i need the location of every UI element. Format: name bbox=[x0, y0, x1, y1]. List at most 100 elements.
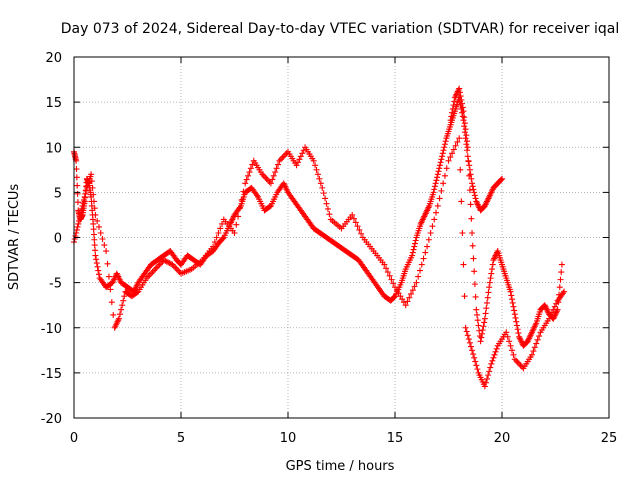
data-point-interp bbox=[473, 362, 480, 369]
data-point-interp bbox=[107, 286, 114, 293]
data-point-interp bbox=[449, 105, 456, 112]
data-point-interp bbox=[475, 322, 482, 329]
data-point-interp bbox=[265, 177, 272, 184]
data-point-interp bbox=[449, 150, 456, 157]
data-point-interp bbox=[245, 172, 252, 179]
data-point-interp bbox=[480, 323, 487, 330]
data-point-interp bbox=[450, 102, 457, 109]
data-point-interp bbox=[400, 299, 407, 306]
data-point-interp bbox=[449, 109, 456, 116]
data-point bbox=[486, 284, 493, 291]
data-point bbox=[276, 157, 283, 164]
data-point-interp bbox=[282, 151, 289, 158]
data-point bbox=[469, 347, 476, 354]
data-point bbox=[469, 229, 476, 236]
data-point-interp bbox=[471, 281, 478, 288]
data-point-interp bbox=[478, 334, 485, 341]
data-point bbox=[511, 356, 518, 363]
data-point-interp bbox=[460, 261, 467, 268]
data-point bbox=[402, 302, 409, 309]
data-point-interp bbox=[172, 264, 179, 271]
data-point-interp bbox=[462, 126, 469, 133]
data-point-interp bbox=[558, 269, 565, 276]
data-point-interp bbox=[78, 208, 85, 215]
data-point-interp bbox=[108, 299, 115, 306]
y-tick-label: 0 bbox=[54, 232, 62, 247]
data-point-interp bbox=[280, 153, 287, 160]
data-point-interp bbox=[358, 230, 365, 237]
data-point-interp bbox=[314, 171, 321, 178]
data-point-interp bbox=[431, 216, 438, 223]
data-point-interp bbox=[441, 141, 448, 148]
data-point-interp bbox=[442, 138, 449, 145]
data-point-interp bbox=[514, 359, 521, 366]
data-point-interp bbox=[474, 317, 481, 324]
data-point-interp bbox=[467, 171, 474, 178]
data-point-interp bbox=[148, 270, 155, 277]
data-point-interp bbox=[313, 166, 320, 173]
data-point bbox=[473, 306, 480, 313]
data-point-interp bbox=[420, 255, 427, 262]
data-point-interp bbox=[440, 180, 447, 187]
data-point-interp bbox=[461, 114, 468, 121]
data-point-interp bbox=[463, 328, 470, 335]
data-point-interp bbox=[436, 162, 443, 169]
data-point bbox=[460, 117, 467, 124]
data-point-interp bbox=[465, 336, 472, 343]
data-point-interp bbox=[466, 172, 473, 179]
data-point-interp bbox=[121, 293, 128, 300]
data-point-interp bbox=[213, 234, 220, 241]
data-point-interp bbox=[482, 379, 489, 386]
data-point bbox=[481, 383, 488, 390]
data-point-interp bbox=[484, 375, 491, 382]
data-point-interp bbox=[507, 342, 514, 349]
data-point-interp bbox=[509, 299, 516, 306]
data-point-interp bbox=[322, 195, 329, 202]
data-point-interp bbox=[463, 141, 470, 148]
data-point bbox=[210, 243, 217, 250]
data-point bbox=[231, 229, 238, 236]
data-point-interp bbox=[515, 330, 522, 337]
data-marks bbox=[71, 85, 568, 390]
data-point-interp bbox=[471, 189, 478, 196]
data-point bbox=[392, 284, 398, 291]
grid bbox=[74, 57, 609, 418]
data-point-interp bbox=[72, 232, 79, 239]
y-tick-label: -10 bbox=[41, 322, 62, 337]
data-point-interp bbox=[517, 362, 524, 369]
data-point-interp bbox=[511, 307, 518, 314]
data-point-interp bbox=[406, 294, 413, 301]
data-point-interp bbox=[534, 336, 541, 343]
data-point-interp bbox=[431, 186, 438, 193]
data-point bbox=[456, 135, 463, 142]
data-point-interp bbox=[77, 211, 84, 218]
data-point-interp bbox=[173, 266, 180, 273]
data-point bbox=[507, 288, 514, 295]
data-point-interp bbox=[479, 327, 486, 334]
data-point-interp bbox=[493, 345, 500, 352]
data-point-interp bbox=[95, 271, 102, 278]
data-point-interp bbox=[461, 129, 468, 136]
data-point-interp bbox=[155, 263, 162, 270]
y-tick-label: 20 bbox=[45, 51, 62, 66]
x-tick-label: 20 bbox=[494, 431, 511, 446]
data-point-interp bbox=[447, 154, 454, 161]
data-point-interp bbox=[93, 256, 100, 263]
data-point-interp bbox=[472, 195, 479, 202]
data-point-interp bbox=[484, 294, 491, 301]
data-point-interp bbox=[266, 203, 273, 210]
data-point bbox=[439, 153, 446, 160]
data-point-interp bbox=[388, 276, 395, 283]
data-point-interp bbox=[269, 176, 276, 183]
data-point-interp bbox=[263, 175, 270, 182]
data-point-interp bbox=[90, 198, 97, 205]
data-point-interp bbox=[487, 364, 494, 371]
data-point-interp bbox=[80, 199, 87, 206]
data-point-interp bbox=[134, 289, 141, 296]
data-point bbox=[511, 311, 518, 318]
data-point-interp bbox=[411, 240, 418, 247]
data-point-interp bbox=[243, 176, 250, 183]
data-point-interp bbox=[462, 135, 469, 142]
data-point-interp bbox=[459, 104, 466, 111]
